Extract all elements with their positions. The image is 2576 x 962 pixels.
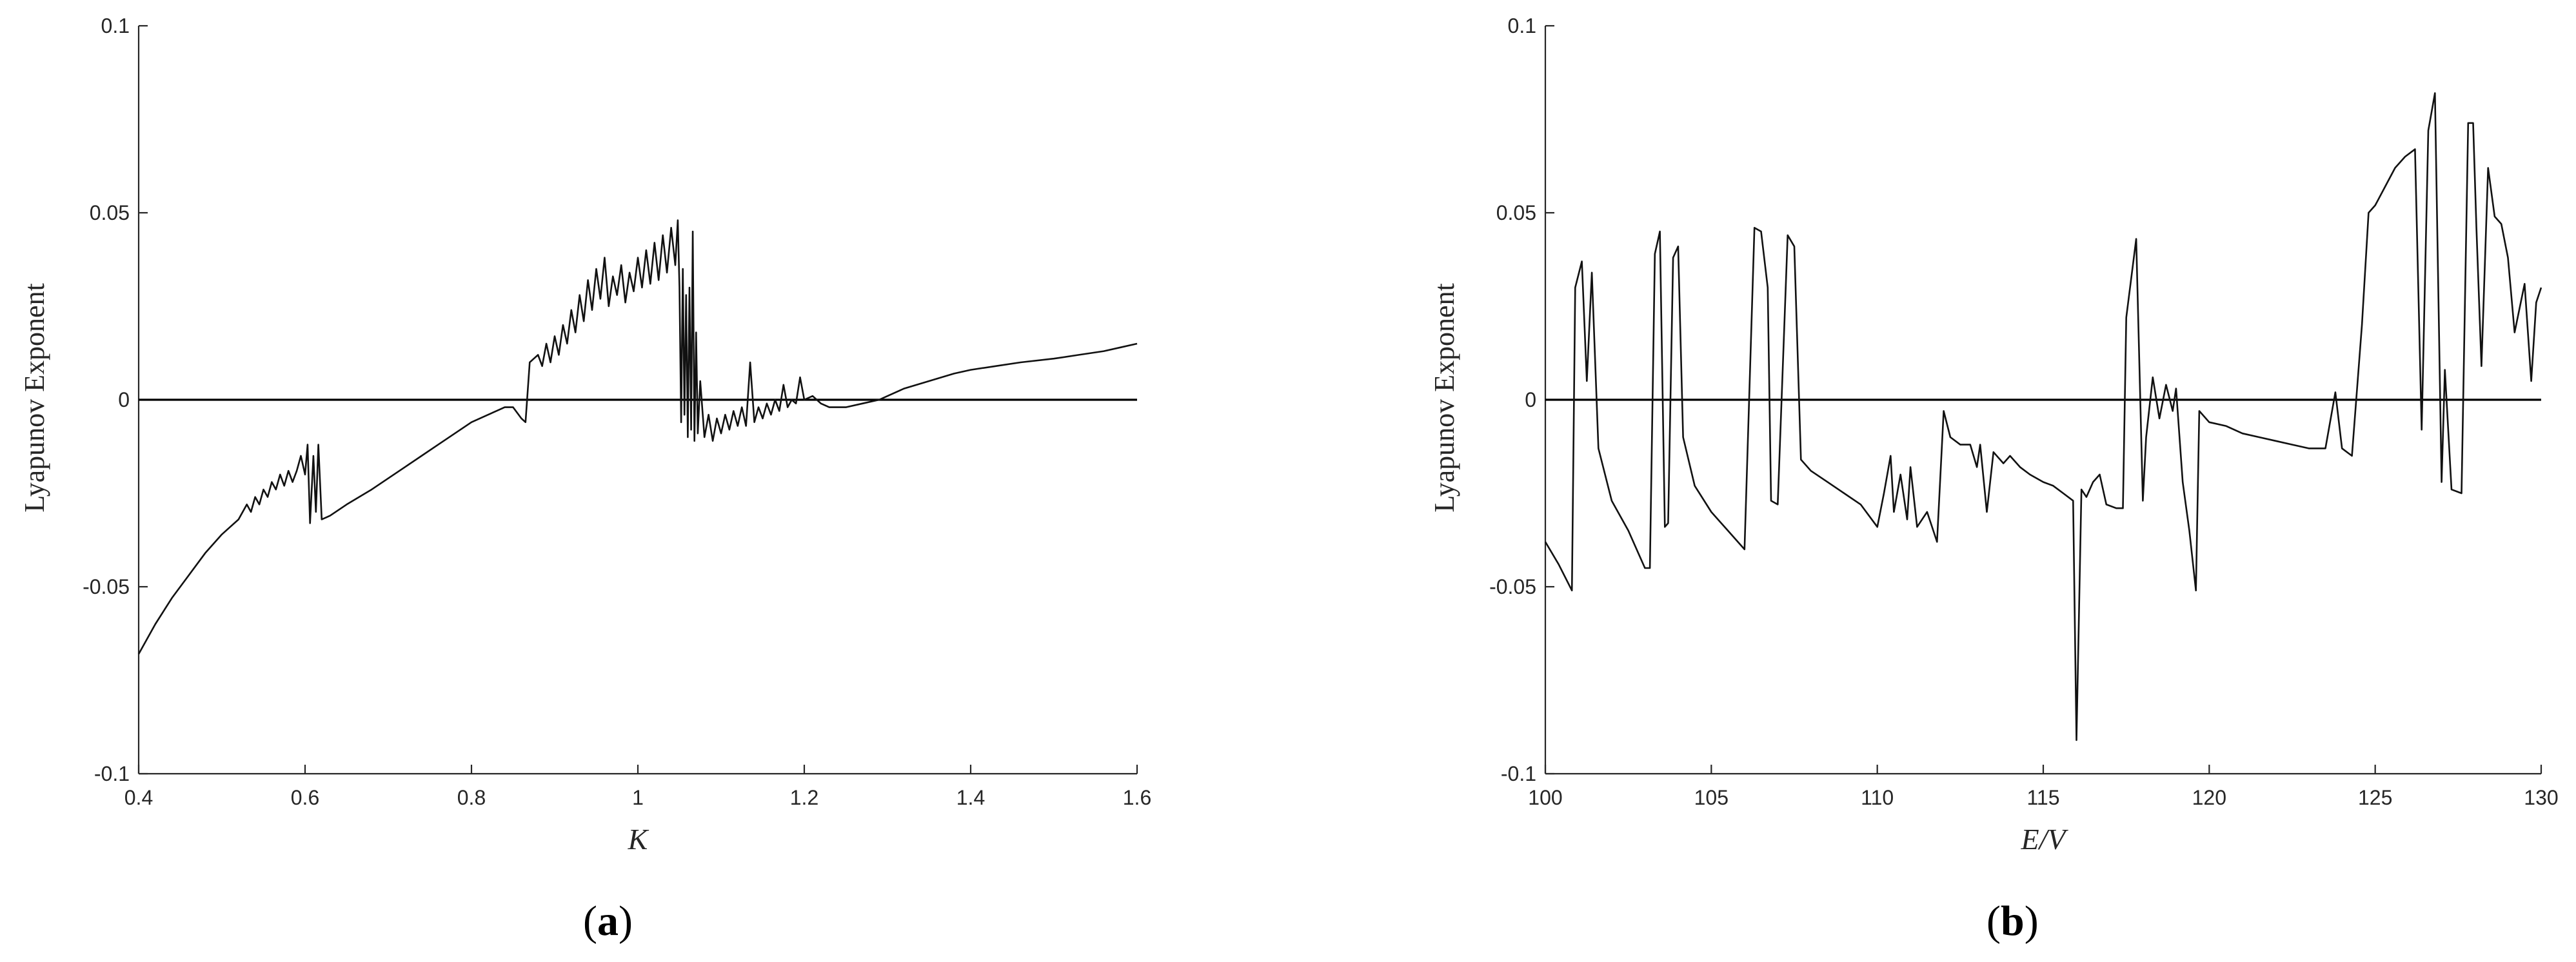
panel-a-xtick-label: 0.6 [291, 786, 319, 809]
panel-b-ytick-label: 0.05 [1496, 201, 1536, 224]
panel-b-xlabel: E/V [2021, 823, 2069, 856]
panel-a-xtick-label: 0.8 [457, 786, 486, 809]
panel-a-ytick-label: -0.1 [94, 762, 130, 785]
panel-b-xtick-label: 105 [1694, 786, 1729, 809]
panel-a-yticks: -0.1 -0.05 0 0.05 0.1 [83, 14, 148, 785]
panel-b-ytick-label: -0.1 [1501, 762, 1536, 785]
panel-a-ylabel: Lyapunov Exponent [19, 283, 50, 513]
panel-a-xtick-label: 1.6 [1123, 786, 1151, 809]
panel-b-yticks: -0.1 -0.05 0 0.05 0.1 [1489, 14, 1554, 785]
panel-b-label-letter: b [2001, 898, 2025, 945]
panel-b-xtick-label: 120 [2192, 786, 2226, 809]
panel-a-xticks: 0.4 0.6 0.8 1 1.2 1.4 1.6 [124, 765, 1151, 809]
panel-a-series-line [137, 219, 1138, 655]
panel-a-label: (a) [583, 898, 633, 945]
panel-a-ytick-label: 0 [118, 388, 130, 411]
panel-a-label-letter: a [597, 898, 619, 945]
panel-b-ytick-label: -0.05 [1489, 575, 1536, 598]
panel-b-xtick-label: 100 [1528, 786, 1562, 809]
panel-b-xticks: 100 105 110 115 120 125 130 [1528, 765, 2559, 809]
panel-b-ylabel: Lyapunov Exponent [1429, 283, 1460, 513]
panel-b-xtick-label: 125 [2358, 786, 2392, 809]
panel-b-xtick-label: 110 [1861, 786, 1894, 809]
panel-a-xtick-label: 1.2 [790, 786, 818, 809]
panel-b-xtick-label: 130 [2524, 786, 2558, 809]
panel-b-label: (b) [1986, 898, 2039, 945]
panel-a-ytick-label: 0.1 [101, 14, 130, 37]
panel-b-ytick-label: 0 [1525, 388, 1536, 411]
panel-b-xtick-label: 115 [2026, 786, 2059, 809]
panel-b-ytick-label: 0.1 [1508, 14, 1536, 37]
panel-a-ytick-label: -0.05 [83, 575, 130, 598]
panel-a-xlabel: K [628, 823, 649, 856]
panel-a-xtick-label: 1.4 [956, 786, 985, 809]
panel-b-series-line [1544, 92, 2542, 741]
panel-a-xtick-label: 0.4 [124, 786, 153, 809]
panel-a-ytick-label: 0.05 [90, 201, 130, 224]
panel-a-xtick-label: 1 [632, 786, 644, 809]
